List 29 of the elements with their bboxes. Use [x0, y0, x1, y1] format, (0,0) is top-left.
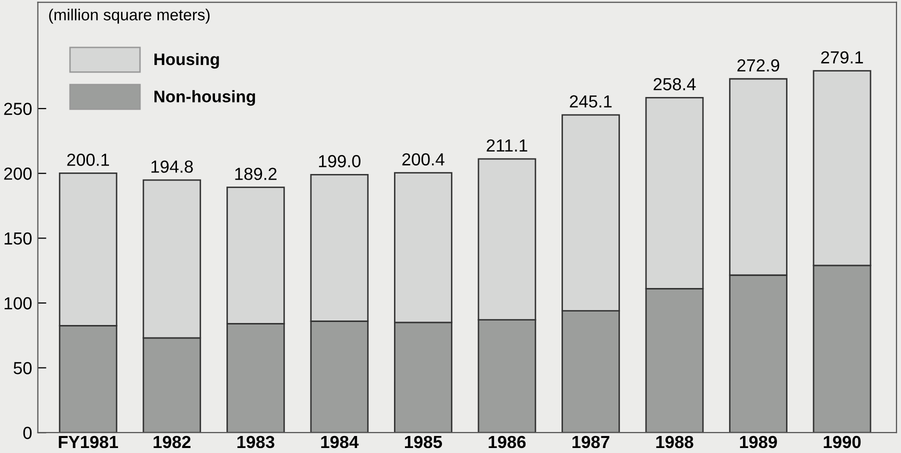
y-tick-label: 200	[4, 168, 32, 180]
x-tick-label: 1990	[824, 436, 861, 448]
y-tick-label: 100	[4, 297, 32, 310]
y-tick-label: 50	[14, 362, 32, 374]
x-tick-label: FY1981	[58, 436, 118, 448]
x-tick-label: 1985	[404, 436, 442, 448]
y-tick-label: 150	[4, 232, 32, 245]
total-label: 258.4	[654, 78, 696, 90]
total-label: 200.4	[402, 153, 444, 166]
x-tick-label: 1989	[740, 436, 777, 448]
total-label: 211.1	[486, 139, 528, 152]
x-tick-label: 1988	[656, 436, 694, 448]
x-tick-label: 1984	[321, 436, 359, 448]
x-tick-label: 1983	[237, 436, 274, 448]
x-tick-label: 1982	[154, 436, 190, 448]
total-label: 272.9	[737, 59, 780, 72]
legend-label: Non-housing	[154, 90, 255, 106]
legend-label: Housing	[154, 52, 219, 69]
x-tick-label: 1987	[572, 436, 610, 448]
y-axis-title: (million square meters)	[49, 8, 210, 24]
total-label: 200.1	[67, 154, 109, 166]
y-tick-label: 0	[23, 426, 32, 440]
total-label: 199.0	[319, 155, 360, 168]
total-label: 189.2	[235, 168, 276, 180]
total-label: 245.1	[570, 95, 612, 108]
total-label: 279.1	[821, 51, 863, 64]
x-tick-label: 1986	[488, 436, 526, 448]
y-tick-label: 250	[4, 102, 32, 116]
total-label: 194.8	[151, 160, 193, 173]
